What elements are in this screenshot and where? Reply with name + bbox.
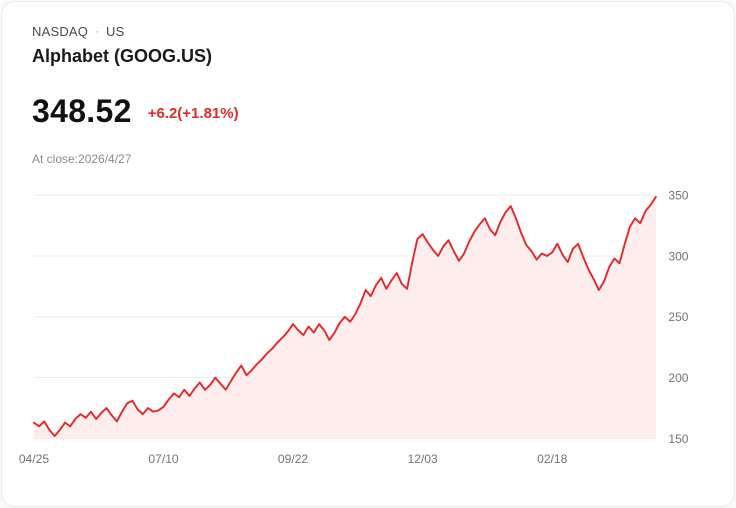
exchange-label: NASDAQ	[32, 24, 89, 39]
y-tick-label: 350	[668, 189, 688, 203]
x-tick-label: 02/18	[537, 452, 567, 466]
price-change: +6.2(+1.81%)	[147, 105, 239, 122]
page-title: Alphabet (GOOG.US)	[32, 46, 212, 66]
x-tick-label: 12/03	[408, 452, 438, 466]
x-tick-label: 07/10	[148, 452, 178, 466]
price-chart-svg: 150 200 250 300 350 04/25 07/10 09/22 12/03 02/1…	[19, 189, 689, 467]
region-label: US	[105, 24, 125, 39]
x-axis-labels: 04/25 07/10 09/22 12/03 02/18	[19, 452, 568, 466]
separator-dot: ·	[95, 26, 99, 38]
price-chart: 150 200 250 300 350 04/25 07/10 09/22 12/03 02/1…	[19, 180, 708, 470]
as-of-label: At close:2026/4/27	[32, 152, 132, 166]
y-tick-label: 300	[668, 249, 688, 263]
y-tick-label: 200	[668, 371, 688, 385]
y-tick-label: 250	[668, 310, 688, 324]
price-row: 348.52 +6.2(+1.81%)	[32, 93, 704, 130]
y-axis-labels: 150 200 250 300 350	[668, 189, 688, 446]
price-line	[32, 195, 657, 438]
y-tick-label: 150	[668, 432, 688, 446]
x-tick-label: 09/22	[278, 452, 308, 466]
last-price: 348.52	[32, 93, 132, 129]
x-tick-label: 04/25	[19, 452, 49, 466]
market-row: NASDAQ · US	[32, 24, 704, 39]
